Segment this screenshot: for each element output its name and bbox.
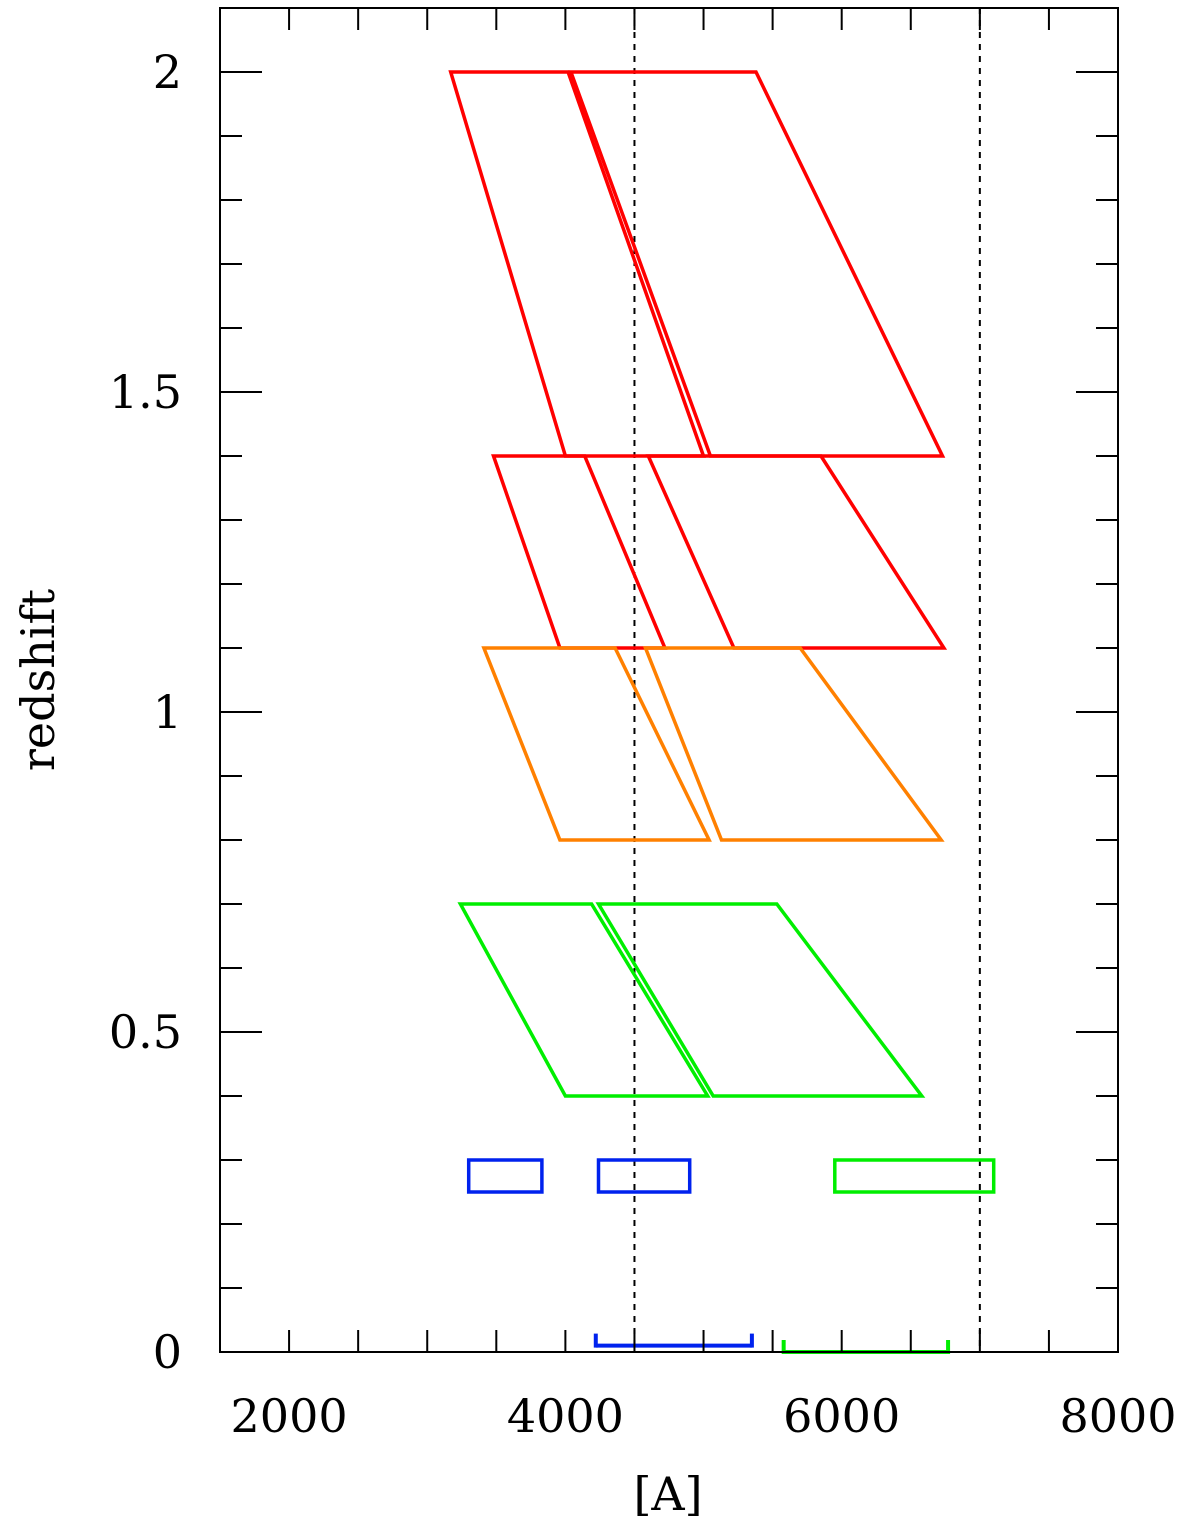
shape-red-mid-left bbox=[491, 454, 668, 650]
shape-red-mid-right bbox=[645, 454, 948, 650]
shape-green-box bbox=[833, 1158, 996, 1194]
y-tick-label-1.5: 1.5 bbox=[109, 365, 182, 419]
y-axis-label: redshift bbox=[11, 588, 65, 771]
shape-orange-right bbox=[642, 646, 945, 842]
reference-lines bbox=[633, 8, 981, 1352]
shape-orange-left bbox=[481, 646, 712, 842]
coverage-shapes bbox=[448, 70, 996, 1194]
x-tick-label-4000: 4000 bbox=[507, 1389, 624, 1443]
shape-blue-box-right bbox=[596, 1158, 692, 1194]
plot-frame bbox=[219, 7, 1119, 1353]
x-tick-label-2000: 2000 bbox=[231, 1389, 348, 1443]
shape-green-left bbox=[457, 902, 711, 1098]
axis-ticks bbox=[220, 8, 1119, 1353]
x-tick-labels: 2000 4000 6000 8000 bbox=[231, 1389, 1177, 1443]
shape-green-right bbox=[595, 902, 926, 1098]
y-tick-label-1: 1 bbox=[153, 685, 182, 739]
x-axis-label: [A] bbox=[633, 1467, 702, 1521]
shape-red-high-left bbox=[448, 70, 706, 458]
y-tick-label-0: 0 bbox=[153, 1325, 182, 1379]
shape-red-high-right bbox=[568, 70, 946, 458]
y-tick-label-2: 2 bbox=[153, 45, 182, 99]
x-tick-label-8000: 8000 bbox=[1059, 1389, 1176, 1443]
shape-blue-box-left bbox=[466, 1158, 544, 1194]
y-tick-labels: 0 0.5 1 1.5 2 bbox=[109, 45, 182, 1379]
y-tick-label-0.5: 0.5 bbox=[109, 1005, 182, 1059]
x-tick-label-6000: 6000 bbox=[783, 1389, 900, 1443]
